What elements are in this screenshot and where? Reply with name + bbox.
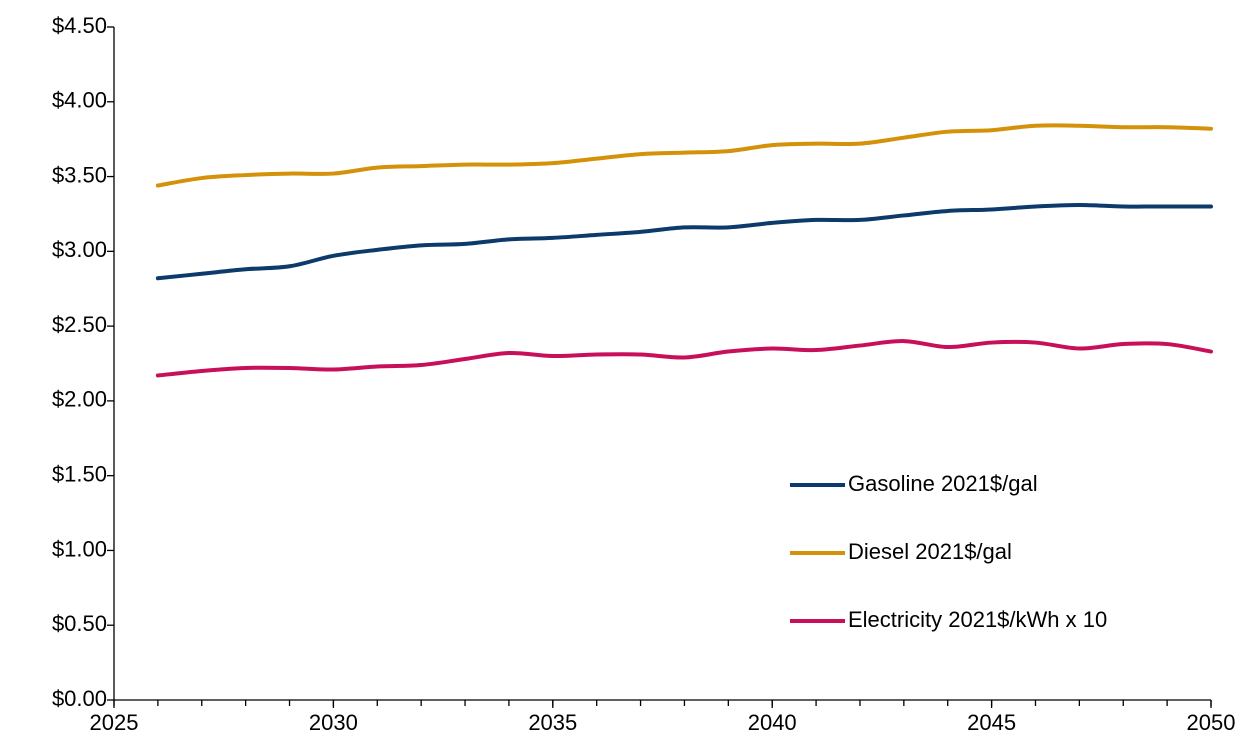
- y-tick-label: $1.50: [52, 461, 107, 486]
- line-series: [155, 202, 1213, 281]
- legend-label: Diesel 2021$/gal: [848, 539, 1012, 564]
- y-tick-label: $2.50: [52, 312, 107, 337]
- x-tick-label: 2025: [90, 710, 139, 735]
- legend-label: Electricity 2021$/kWh x 10: [848, 607, 1107, 632]
- y-tick-label: $3.00: [52, 237, 107, 262]
- x-tick-label: 2040: [748, 710, 797, 735]
- line-series: [155, 123, 1213, 188]
- x-tick-label: 2030: [309, 710, 358, 735]
- x-tick-label: 2045: [967, 710, 1016, 735]
- x-tick-label: 2050: [1187, 710, 1236, 735]
- y-tick-label: $0.00: [52, 686, 107, 711]
- y-tick-label: $4.50: [52, 13, 107, 38]
- y-tick-label: $0.50: [52, 611, 107, 636]
- y-tick-label: $1.00: [52, 536, 107, 561]
- y-tick-label: $3.50: [52, 162, 107, 187]
- legend-label: Gasoline 2021$/gal: [848, 471, 1038, 496]
- y-tick-label: $2.00: [52, 387, 107, 412]
- y-tick-label: $4.00: [52, 88, 107, 113]
- line-series: [155, 339, 1213, 378]
- x-tick-label: 2035: [528, 710, 577, 735]
